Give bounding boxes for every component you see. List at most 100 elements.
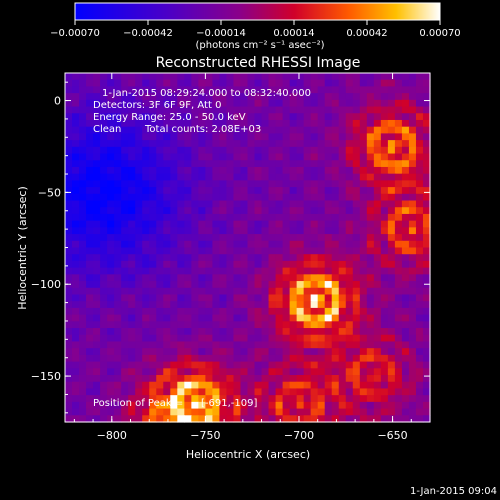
heatmap-cell [268,79,277,88]
heatmap-cell [401,99,410,108]
heatmap-cell [275,153,284,161]
heatmap-cell [352,395,361,403]
heatmap-cell [198,287,206,296]
heatmap-cell [163,234,171,242]
heatmap-cell [86,220,94,228]
heatmap-cell [408,79,417,88]
heatmap-cell [72,140,80,148]
heatmap-cell [219,93,228,101]
heatmap-cell [170,294,178,302]
heatmap-cell [128,93,136,101]
heatmap-cell [107,287,115,296]
heatmap-cell [170,106,178,114]
heatmap-cell [184,126,192,134]
heatmap-cell [121,381,129,390]
heatmap-cell [345,314,354,322]
heatmap-cell [380,267,389,275]
heatmap-cell [352,146,361,155]
heatmap-cell [219,79,228,88]
heatmap-cell [121,267,129,275]
heatmap-cell [338,408,347,416]
heatmap-cell [198,126,206,134]
heatmap-cell [331,381,340,390]
heatmap-cell [177,314,185,322]
heatmap-cell [303,133,312,141]
heatmap-cell [401,227,410,235]
heatmap-cell [135,395,143,403]
heatmap-cell [240,415,249,423]
heatmap-cell [247,314,256,322]
heatmap-cell [191,200,199,208]
heatmap-cell [170,153,178,161]
heatmap-cell [100,86,108,94]
heatmap-cell [275,408,284,416]
heatmap-cell [198,395,206,403]
heatmap-cell [163,133,171,141]
heatmap-cell [86,328,94,336]
heatmap-cell [387,240,396,249]
heatmap-cell [198,146,206,155]
heatmap-cell [352,307,361,316]
heatmap-cell [226,348,235,356]
heatmap-cell [184,361,192,369]
colorbar-ticks: −0.00070 −0.00042 −0.00014 0.00014 0.00042 0.… [50,20,461,39]
heatmap-cell [191,401,199,410]
heatmap-cell [72,187,80,195]
heatmap-cell [233,267,242,275]
heatmap-cell [289,361,298,369]
heatmap-cell [212,368,221,376]
heatmap-cell [387,307,396,316]
heatmap-cell [296,388,305,396]
heatmap-cell [415,334,424,343]
heatmap-cell [184,395,192,403]
heatmap-cell [198,187,206,195]
heatmap-cell [247,93,256,101]
heatmap-cell [317,140,326,148]
heatmap-cell [212,79,221,88]
heatmap-cell [65,126,73,134]
heatmap-cell [289,274,298,282]
heatmap-cell [121,334,129,343]
heatmap-cell [142,348,150,356]
heatmap-cell [324,408,333,416]
heatmap-cell [394,86,403,94]
heatmap-cell [212,187,221,195]
heatmap-cell [331,354,340,363]
heatmap-cell [212,341,221,349]
heatmap-cell [233,166,242,175]
heatmap-cell [394,140,403,148]
heatmap-cell [317,126,326,134]
heatmap-cell [247,254,256,262]
heatmap-cell [275,354,284,363]
heatmap-cell [359,133,368,141]
heatmap-cell [149,321,157,329]
heatmap-cell [184,86,192,94]
annotation-energy: Energy Range: 25.0 - 50.0 keV [93,112,246,123]
heatmap-cell [233,401,242,410]
heatmap-cell [114,79,122,88]
heatmap-cell [359,281,368,289]
heatmap-cell [352,193,361,202]
heatmap-cell [142,113,150,121]
heatmap-cell [93,99,101,108]
heatmap-cell [93,341,101,349]
heatmap-cell [380,146,389,155]
heatmap-cell [156,200,164,208]
heatmap-cell [324,341,333,349]
heatmap-cell [394,240,403,249]
heatmap-cell [114,361,122,369]
heatmap-cell [93,146,101,155]
heatmap-cell [254,180,263,188]
heatmap-cell [212,140,221,148]
heatmap-cell [128,415,136,423]
heatmap-cell [135,213,143,222]
heatmap-cell [387,213,396,222]
heatmap-cell [212,395,221,403]
heatmap-cell [282,133,291,141]
heatmap-cell [359,381,368,390]
heatmap-cell [268,193,277,202]
heatmap-cell [401,281,410,289]
heatmap-cell [156,220,164,228]
heatmap-cell [170,73,178,81]
heatmap-cell [212,86,221,94]
